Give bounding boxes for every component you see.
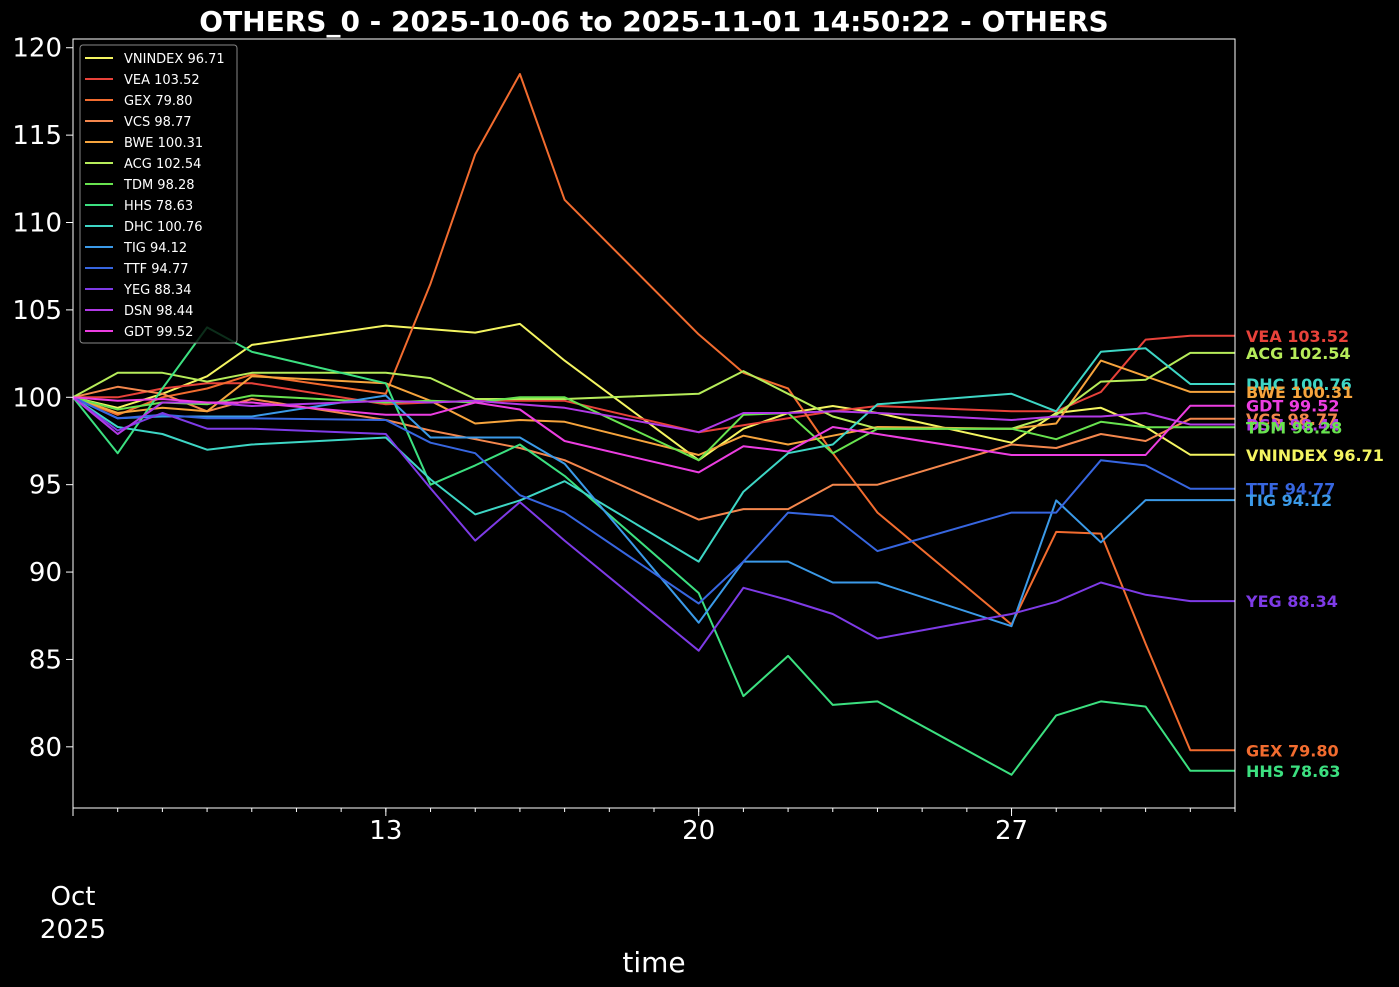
- series-line-5: [72, 351, 1235, 430]
- end-label: ACG 102.54: [1246, 344, 1351, 363]
- y-tick-label: 105: [12, 296, 62, 326]
- series-line-3: [72, 385, 1235, 521]
- end-label: TDM 98.28: [1246, 418, 1342, 437]
- end-label: TTF 94.77: [1246, 480, 1335, 499]
- series-line-2: [72, 73, 1235, 752]
- legend-entry: TDM 98.28: [123, 178, 195, 193]
- legend-entry: VCS 98.77: [124, 115, 192, 130]
- end-label: DSN 98.44: [1246, 416, 1340, 435]
- legend: VNINDEX 96.71 VEA 103.52 GEX 79.80 VCS 98.7…: [79, 44, 238, 344]
- legend-entry: VNINDEX 96.71: [124, 52, 225, 67]
- series-line-9: [72, 394, 1235, 628]
- x-tick-label: 13: [369, 816, 402, 846]
- legend-entry: DHC 100.76: [124, 220, 202, 235]
- end-label: VEA 103.52: [1246, 327, 1349, 346]
- legend-entry: TTF 94.77: [123, 262, 188, 277]
- x-tick-label: 20: [682, 816, 715, 846]
- series-line-6: [72, 394, 1235, 462]
- end-label: GDT 99.52: [1246, 397, 1340, 416]
- y-tick-label: 80: [29, 733, 62, 763]
- y-tick-label: 85: [29, 645, 62, 675]
- end-label: GEX 79.80: [1246, 741, 1339, 760]
- x-axis-label: time: [622, 946, 685, 979]
- end-label: DHC 100.76: [1246, 375, 1352, 394]
- legend-entry: GEX 79.80: [124, 94, 193, 109]
- legend-entry: GDT 99.52: [124, 325, 193, 340]
- legend-entry: BWE 100.31: [124, 136, 203, 151]
- x-axis: 13 20 27: [72, 808, 1236, 846]
- y-tick-label: 120: [12, 34, 62, 64]
- y-axis: 80 85 90 95 100 105 110 115 120: [12, 34, 73, 763]
- y-tick-label: 90: [29, 558, 62, 588]
- legend-entry: VEA 103.52: [124, 73, 200, 88]
- series-line-13: [72, 396, 1235, 474]
- series-line-12: [72, 396, 1235, 435]
- end-label: VNINDEX 96.71: [1246, 446, 1384, 465]
- x-tick-label: 27: [995, 816, 1028, 846]
- end-label: YEG 88.34: [1245, 592, 1338, 611]
- legend-entry: DSN 98.44: [124, 304, 193, 319]
- x-tick-month-label: Oct: [51, 882, 96, 912]
- end-label: TIG 94.12: [1246, 491, 1332, 510]
- series-line-4: [72, 359, 1235, 456]
- y-tick-label: 115: [12, 121, 62, 151]
- axes: 80 85 90 95 100 105 110 115 120 13 20 27: [12, 34, 1236, 846]
- legend-entry: YEG 88.34: [123, 283, 192, 298]
- chart-title: OTHERS_0 - 2025-10-06 to 2025-11-01 14:5…: [199, 5, 1108, 38]
- y-tick-label: 110: [12, 209, 62, 239]
- end-label: HHS 78.63: [1246, 762, 1340, 781]
- legend-entry: HHS 78.63: [124, 199, 193, 214]
- series-line-10: [72, 396, 1235, 605]
- legend-entry: ACG 102.54: [124, 157, 201, 172]
- legend-box: [79, 44, 238, 344]
- y-tick-label: 95: [29, 471, 62, 501]
- series-line-11: [72, 396, 1235, 652]
- end-label: VCS 98.77: [1246, 410, 1338, 429]
- legend-entry: TIG 94.12: [123, 241, 187, 256]
- x-tick-year-label: 2025: [40, 915, 106, 945]
- y-tick-label: 100: [12, 383, 62, 413]
- end-label: BWE 100.31: [1246, 383, 1353, 402]
- series-line-8: [72, 347, 1235, 563]
